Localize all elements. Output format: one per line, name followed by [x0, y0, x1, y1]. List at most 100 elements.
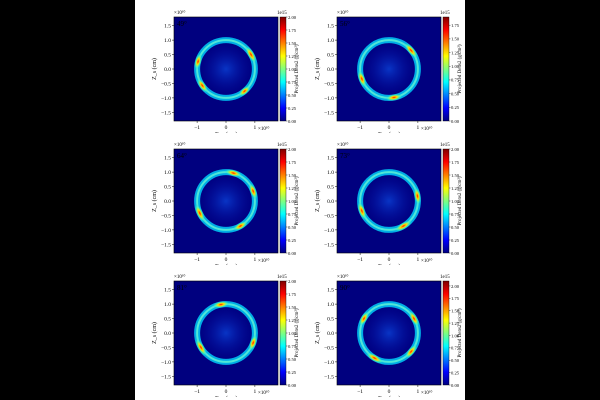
colorbar-tick-label: 1.50	[288, 41, 297, 46]
x-exponent: ×10¹⁰	[258, 126, 269, 132]
x-tick-label: 1	[254, 389, 257, 395]
y-tick-label: 1.5	[164, 24, 171, 30]
y-exponent: ×10¹⁰	[174, 142, 185, 148]
y-tick-label: 0.5	[327, 185, 334, 191]
colorbar	[279, 148, 287, 254]
x-tick-label: −1	[194, 125, 200, 131]
x-tick-label: 1	[417, 389, 420, 395]
colorbar-tick-label: 1.75	[288, 28, 297, 33]
x-exponent: ×10¹⁰	[421, 258, 432, 264]
y-tick-label: 0.5	[327, 317, 334, 323]
y-tick-label: −1.5	[324, 110, 334, 116]
y-tick-label: 0.5	[164, 53, 171, 59]
colorbar-tick-label: 0.75	[451, 78, 460, 83]
x-axis-label: X_s (cm)	[215, 131, 238, 133]
y-exponent: ×10¹⁰	[337, 10, 348, 16]
y-axis-label: Z_s (cm)	[151, 58, 158, 80]
colorbar-tick-label: 0.50	[451, 225, 460, 230]
colorbar-tick-label: 1.50	[451, 173, 460, 178]
colorbar-tick-label: 1.00	[288, 67, 297, 72]
colorbar-tick-label: 0.25	[288, 370, 297, 375]
x-tick-label: 0	[225, 257, 228, 263]
colorbar-tick-label: 0.50	[288, 357, 297, 362]
colorbar-exponent: 1e15	[277, 275, 287, 280]
hotspot-1	[194, 53, 203, 70]
y-axis-label: Z_s (cm)	[314, 322, 321, 344]
y-tick-label: −0.5	[161, 81, 171, 87]
y-tick-label: 1.0	[327, 38, 334, 44]
colorbar-tick-label: 1.50	[288, 173, 297, 178]
colorbar-tick-label: 1.00	[451, 333, 460, 338]
colorbar-tick-label: 1.00	[288, 199, 297, 204]
hotspot-2	[196, 78, 209, 94]
colorbar-tick-label: 0.75	[288, 344, 297, 349]
colorbar-tick-label: 1.75	[451, 160, 460, 165]
heatmap-chart: 73°1.51.00.50.0−0.5−1.0−1.5−1 0 1×10¹⁰×10¹…	[314, 142, 463, 265]
colorbar-tick-label: 0.75	[451, 346, 460, 351]
x-tick-label: 1	[254, 125, 257, 131]
y-tick-label: −1.0	[324, 228, 334, 234]
colorbar-label: Projected Dens2 (g/cm²)	[457, 44, 463, 93]
x-tick-label: 0	[225, 125, 228, 131]
colorbar-label: Projected Dens2 (g/cm²)	[294, 308, 300, 357]
colorbar-tick-label: 1.50	[288, 305, 297, 310]
y-exponent: ×10¹⁰	[174, 10, 185, 16]
colorbar-tick-label: 0.75	[288, 212, 297, 217]
colorbar-label: Projected Dens2 (g/cm²)	[294, 176, 300, 225]
colorbar-tick-label: 2.00	[288, 15, 297, 20]
x-tick-label: 0	[388, 257, 391, 263]
angle-label: 49°	[177, 20, 187, 28]
y-tick-label: −0.5	[161, 213, 171, 219]
colorbar-tick-label: 0.75	[288, 80, 297, 85]
hotspot-2	[365, 352, 384, 364]
colorbar-tick-label: 0.50	[451, 91, 460, 96]
colorbar-tick-label: 0.00	[451, 383, 460, 388]
colorbar-tick-label: 0.25	[451, 105, 460, 110]
colorbar-tick-label: 2.00	[288, 147, 297, 152]
y-tick-label: −0.5	[324, 81, 334, 87]
y-tick-label: 1.0	[164, 302, 171, 308]
x-tick-label: −1	[194, 257, 200, 263]
colorbar-exponent: 1e15	[277, 143, 287, 148]
x-axis-label: X_s (cm)	[215, 263, 238, 265]
y-tick-label: 1.5	[327, 24, 334, 30]
colorbar-tick-label: 0.00	[451, 119, 460, 124]
x-tick-label: 0	[388, 389, 391, 395]
colorbar-tick-label: 2.00	[288, 279, 297, 284]
colorbar-tick-label: 0.50	[451, 358, 460, 363]
angle-label: 73°	[340, 152, 350, 160]
y-tick-label: −1.0	[161, 96, 171, 102]
colorbar-label: Projected Dens2 (g/cm²)	[457, 176, 463, 225]
y-tick-label: 0.0	[327, 67, 334, 73]
y-tick-label: −1.5	[324, 242, 334, 248]
y-axis-label: Z_s (cm)	[314, 190, 321, 212]
x-tick-label: 1	[417, 125, 420, 131]
y-tick-label: −0.5	[324, 345, 334, 351]
x-axis-label: X_s (cm)	[378, 263, 401, 265]
hotspot-0	[404, 42, 419, 59]
colorbar-tick-label: 0.25	[451, 238, 460, 243]
colorbar-tick-label: 2.00	[451, 147, 460, 152]
y-exponent: ×10¹⁰	[337, 274, 348, 280]
hotspot-1	[248, 182, 258, 200]
colorbar	[442, 16, 450, 122]
hotspot-3	[404, 344, 418, 359]
colorbar-tick-label: 0.25	[288, 106, 297, 111]
colorbar-tick-label: 0.00	[451, 251, 460, 256]
colorbar-tick-label: 1.25	[451, 186, 460, 191]
y-tick-label: 0.0	[164, 331, 171, 337]
x-axis-label: X_s (cm)	[378, 395, 401, 397]
panel-4: 81° 1.5 1.0 0.5 0.0 −0.5 −1.0 −1.5 −1 0 1 ×10¹⁰ ×10¹…	[140, 269, 300, 397]
y-exponent: ×10¹⁰	[174, 274, 185, 280]
y-tick-label: 0.0	[327, 331, 334, 337]
colorbar-tick-label: 0.75	[451, 212, 460, 217]
colorbar-tick-label: 0.25	[288, 238, 297, 243]
colorbar-label: Projected Dens2 (g/cm²)	[457, 308, 463, 357]
x-tick-label: −1	[357, 257, 363, 263]
colorbar-tick-label: 0.00	[288, 119, 297, 124]
colorbar-tick-label: 1.25	[451, 321, 460, 326]
colorbar-tick-label: 1.00	[288, 331, 297, 336]
colorbar-tick-label: 1.75	[451, 296, 460, 301]
colorbar-tick-label: 0.50	[288, 225, 297, 230]
colorbar-tick-label: 1.50	[451, 37, 460, 42]
